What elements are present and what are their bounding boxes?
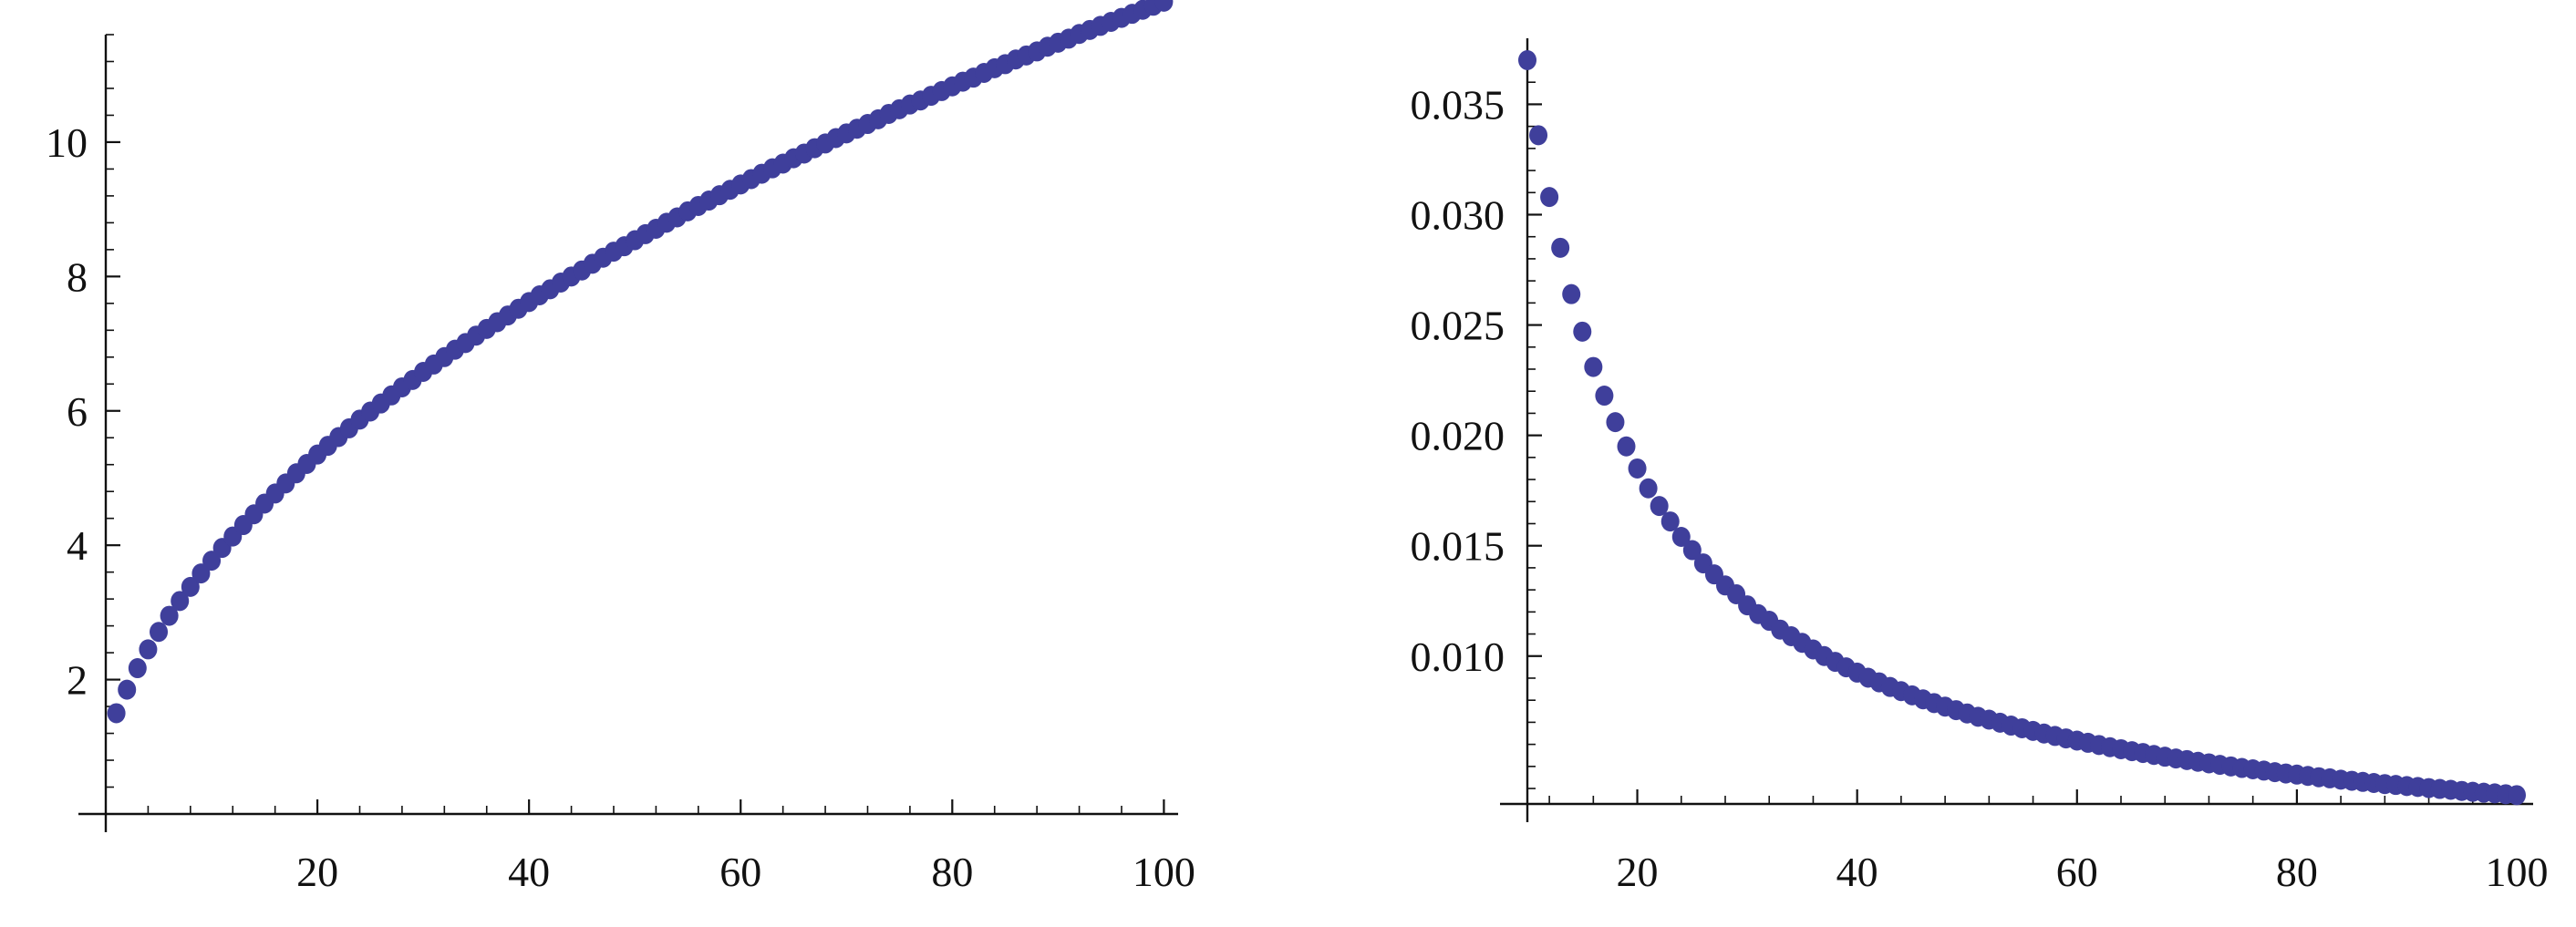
x-tick-label: 60: [719, 849, 761, 895]
data-point: [2508, 785, 2526, 806]
y-tick-label: 0.015: [1411, 523, 1505, 570]
data-point: [1617, 436, 1636, 457]
y-tick-label: 6: [67, 388, 88, 435]
data-point: [1540, 187, 1559, 208]
data-point: [171, 591, 190, 612]
data-point: [1628, 458, 1647, 479]
data-point: [118, 679, 137, 700]
data-point: [181, 576, 200, 597]
y-tick-label: 8: [67, 253, 88, 300]
data-point: [160, 605, 179, 626]
x-tick-label: 100: [1133, 849, 1195, 895]
data-point: [107, 703, 126, 724]
y-tick-label: 10: [46, 119, 88, 166]
data-point: [1682, 540, 1702, 561]
y-tick-label: 0.035: [1411, 81, 1505, 128]
data-point: [1595, 386, 1614, 407]
x-tick-label: 20: [296, 849, 338, 895]
data-point: [1518, 50, 1536, 70]
y-tick-label: 0.030: [1411, 191, 1505, 238]
y-tick-label: 2: [67, 657, 88, 704]
data-point: [1551, 237, 1570, 258]
data-point: [1606, 412, 1625, 433]
data-point: [1573, 321, 1592, 342]
data-point: [1650, 496, 1669, 517]
x-tick-label: 100: [2486, 849, 2549, 895]
x-tick-label: 80: [931, 849, 973, 895]
x-tick-label: 60: [2056, 849, 2098, 895]
x-tick-label: 80: [2276, 849, 2318, 895]
data-point: [202, 551, 222, 572]
data-point: [139, 639, 158, 660]
data-point: [1660, 511, 1680, 532]
y-tick-label: 4: [67, 522, 88, 569]
data-point: [191, 563, 211, 584]
y-tick-label: 0.025: [1411, 303, 1505, 349]
y-tick-label: 0.010: [1411, 633, 1505, 680]
x-tick-label: 40: [1836, 849, 1878, 895]
right-plot: 20 40 60 80 100 0.010 0.015 0.020 0.025 0.030 0.03…: [1411, 38, 2549, 895]
left-plot: 20 40 60 80 100 2 4 6 8 10: [46, 0, 1195, 895]
y-tick-label: 0.020: [1411, 413, 1505, 459]
data-point: [1584, 356, 1603, 377]
data-point: [128, 658, 147, 679]
x-tick-label: 20: [1617, 849, 1659, 895]
data-point: [1154, 0, 1174, 12]
data-point: [1529, 125, 1548, 146]
data-point: [1639, 478, 1658, 499]
x-tick-label: 40: [508, 849, 550, 895]
data-point: [1671, 527, 1691, 548]
data-point: [1562, 283, 1581, 304]
data-point: [150, 622, 169, 643]
